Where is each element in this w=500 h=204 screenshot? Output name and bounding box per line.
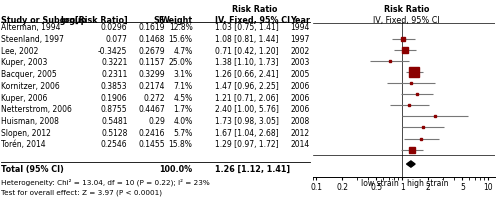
Text: Slopen, 2012: Slopen, 2012 bbox=[1, 128, 51, 137]
Text: 12.8%: 12.8% bbox=[169, 23, 192, 32]
Polygon shape bbox=[406, 161, 415, 167]
Text: Alterman, 1994: Alterman, 1994 bbox=[1, 23, 60, 32]
Text: Heterogeneity: Chi² = 13.04, df = 10 (P = 0.22); I² = 23%: Heterogeneity: Chi² = 13.04, df = 10 (P … bbox=[1, 177, 210, 185]
Text: 3.1%: 3.1% bbox=[174, 70, 193, 79]
Text: Risk Ratio: Risk Ratio bbox=[232, 5, 278, 14]
Text: 15.6%: 15.6% bbox=[168, 35, 192, 44]
Text: high strain: high strain bbox=[408, 178, 449, 187]
Text: Total (95% CI): Total (95% CI) bbox=[1, 164, 64, 173]
Text: 2012: 2012 bbox=[291, 128, 310, 137]
Text: 4.0%: 4.0% bbox=[174, 116, 193, 125]
Text: Risk Ratio: Risk Ratio bbox=[384, 5, 429, 14]
Text: 0.1468: 0.1468 bbox=[138, 35, 165, 44]
Text: 0.5481: 0.5481 bbox=[101, 116, 128, 125]
Text: 0.2679: 0.2679 bbox=[138, 47, 165, 55]
Text: 1994: 1994 bbox=[290, 23, 310, 32]
Text: 0.1455: 0.1455 bbox=[138, 140, 165, 149]
Text: 1.67 [1.04, 2.68]: 1.67 [1.04, 2.68] bbox=[215, 128, 278, 137]
Text: 0.1157: 0.1157 bbox=[138, 58, 165, 67]
Text: 0.5128: 0.5128 bbox=[101, 128, 128, 137]
Text: 25.0%: 25.0% bbox=[168, 58, 192, 67]
Text: 1.7%: 1.7% bbox=[174, 105, 193, 114]
Text: log[Risk Ratio]: log[Risk Ratio] bbox=[61, 16, 128, 25]
Text: 0.2546: 0.2546 bbox=[101, 140, 128, 149]
Text: 2006: 2006 bbox=[290, 105, 310, 114]
Text: 5.7%: 5.7% bbox=[174, 128, 193, 137]
Text: 1.73 [0.98, 3.05]: 1.73 [0.98, 3.05] bbox=[215, 116, 279, 125]
Text: Weight: Weight bbox=[160, 16, 192, 25]
Text: 1.21 [0.71, 2.06]: 1.21 [0.71, 2.06] bbox=[215, 93, 278, 102]
Text: Torén, 2014: Torén, 2014 bbox=[1, 140, 46, 149]
Text: SE: SE bbox=[154, 16, 165, 25]
Text: 1.29 [0.97, 1.72]: 1.29 [0.97, 1.72] bbox=[215, 140, 278, 149]
Text: 1997: 1997 bbox=[290, 35, 310, 44]
Text: Kuper, 2003: Kuper, 2003 bbox=[1, 58, 48, 67]
Text: Study or Subgroup: Study or Subgroup bbox=[1, 16, 86, 25]
Text: 0.0296: 0.0296 bbox=[101, 23, 128, 32]
Text: IV, Fixed, 95% CI: IV, Fixed, 95% CI bbox=[215, 16, 290, 25]
Text: Kornitzer, 2006: Kornitzer, 2006 bbox=[1, 81, 60, 90]
Text: 0.2416: 0.2416 bbox=[138, 128, 165, 137]
Text: 2.40 [1.00, 5.76]: 2.40 [1.00, 5.76] bbox=[215, 105, 279, 114]
Text: Netterstrom, 2006: Netterstrom, 2006 bbox=[1, 105, 72, 114]
Text: 0.2311: 0.2311 bbox=[101, 70, 128, 79]
Text: Kuper, 2006: Kuper, 2006 bbox=[1, 93, 48, 102]
Text: 0.3221: 0.3221 bbox=[101, 58, 128, 67]
Text: 1.26 [0.66, 2.41]: 1.26 [0.66, 2.41] bbox=[215, 70, 278, 79]
Text: 0.077: 0.077 bbox=[106, 35, 128, 44]
Text: 0.3853: 0.3853 bbox=[101, 81, 128, 90]
Text: 1.03 [0.75, 1.41]: 1.03 [0.75, 1.41] bbox=[215, 23, 279, 32]
Text: 0.71 [0.42, 1.20]: 0.71 [0.42, 1.20] bbox=[215, 47, 278, 55]
Text: 1.08 [0.81, 1.44]: 1.08 [0.81, 1.44] bbox=[215, 35, 278, 44]
Text: 2014: 2014 bbox=[291, 140, 310, 149]
Text: Steenland, 1997: Steenland, 1997 bbox=[1, 35, 64, 44]
Text: 1.26 [1.12, 1.41]: 1.26 [1.12, 1.41] bbox=[215, 164, 290, 173]
Text: Test for overall effect: Z = 3.97 (P < 0.0001): Test for overall effect: Z = 3.97 (P < 0… bbox=[1, 189, 162, 195]
Text: 7.1%: 7.1% bbox=[174, 81, 193, 90]
Text: 0.29: 0.29 bbox=[148, 116, 165, 125]
Text: 2003: 2003 bbox=[290, 58, 310, 67]
Text: 0.1906: 0.1906 bbox=[101, 93, 128, 102]
Text: 0.8755: 0.8755 bbox=[101, 105, 128, 114]
Text: Bacquer, 2005: Bacquer, 2005 bbox=[1, 70, 57, 79]
Text: low strain: low strain bbox=[361, 178, 399, 187]
Text: 4.5%: 4.5% bbox=[174, 93, 193, 102]
Text: 0.2174: 0.2174 bbox=[138, 81, 165, 90]
Text: 2005: 2005 bbox=[290, 70, 310, 79]
Text: 15.8%: 15.8% bbox=[168, 140, 192, 149]
Text: 2008: 2008 bbox=[291, 116, 310, 125]
Text: 100.0%: 100.0% bbox=[160, 164, 192, 173]
Text: -0.3425: -0.3425 bbox=[98, 47, 128, 55]
Text: 0.272: 0.272 bbox=[144, 93, 165, 102]
Text: 2006: 2006 bbox=[290, 81, 310, 90]
Text: 0.3299: 0.3299 bbox=[138, 70, 165, 79]
Text: 0.4467: 0.4467 bbox=[138, 105, 165, 114]
Text: 4.7%: 4.7% bbox=[174, 47, 193, 55]
Text: Year: Year bbox=[290, 16, 310, 25]
Text: Huisman, 2008: Huisman, 2008 bbox=[1, 116, 59, 125]
Text: 2002: 2002 bbox=[291, 47, 310, 55]
Text: 1.38 [1.10, 1.73]: 1.38 [1.10, 1.73] bbox=[215, 58, 278, 67]
Text: 1.47 [0.96, 2.25]: 1.47 [0.96, 2.25] bbox=[215, 81, 279, 90]
Text: IV, Fixed, 95% CI: IV, Fixed, 95% CI bbox=[373, 16, 440, 25]
Text: 0.1619: 0.1619 bbox=[138, 23, 165, 32]
Text: 2006: 2006 bbox=[290, 93, 310, 102]
Text: Lee, 2002: Lee, 2002 bbox=[1, 47, 38, 55]
